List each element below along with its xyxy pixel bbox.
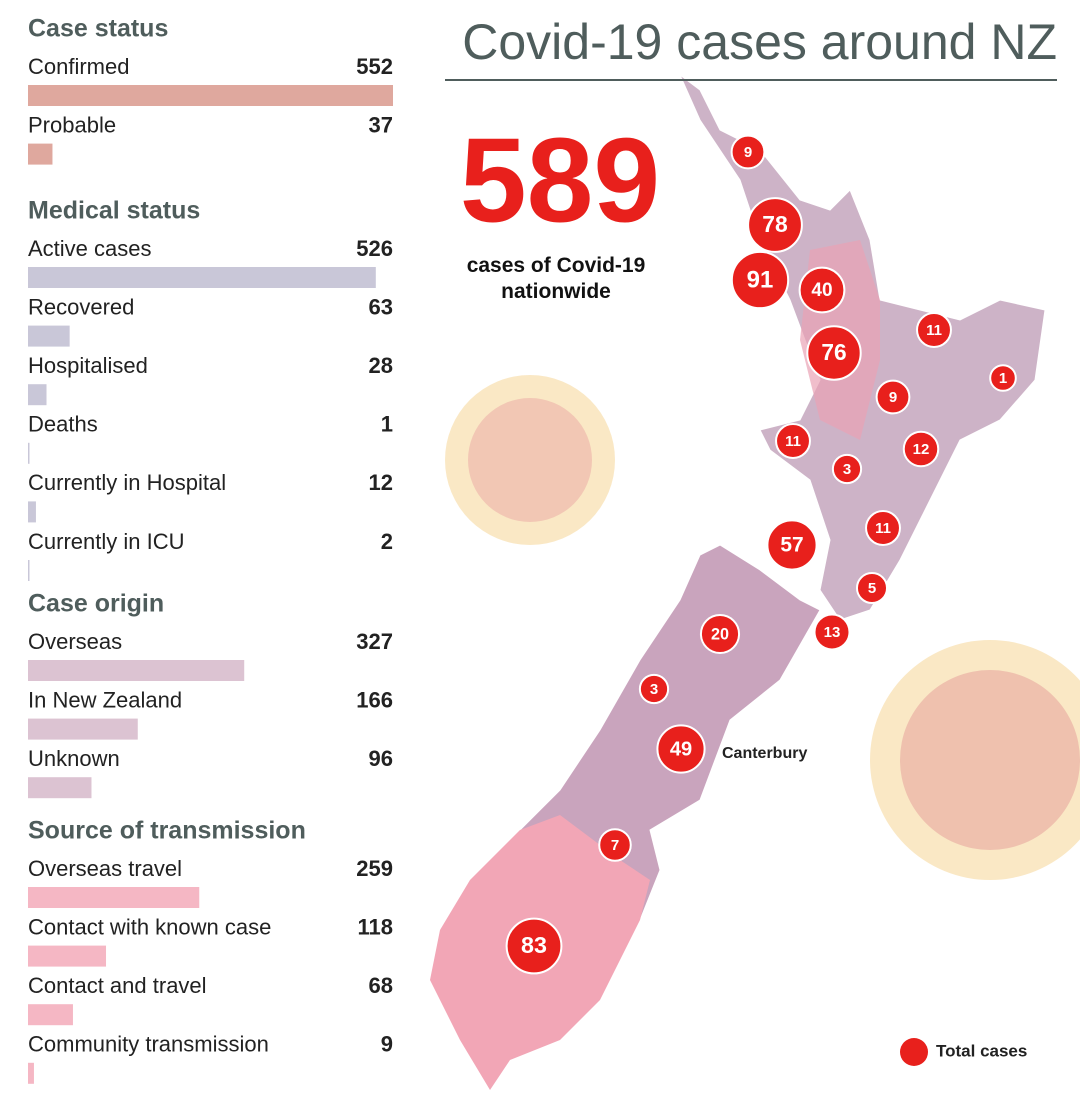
legend-swatch xyxy=(900,1038,928,1066)
row-label: Currently in Hospital xyxy=(28,470,226,495)
bubble-label: 57 xyxy=(780,534,803,557)
bubble-label: 76 xyxy=(821,339,846,365)
bar xyxy=(28,887,200,908)
bar xyxy=(28,143,53,165)
bubble-label: 11 xyxy=(926,322,942,339)
virus-decoration xyxy=(468,398,592,522)
bubble-label: 40 xyxy=(811,280,832,301)
bubble-label: 20 xyxy=(711,625,729,643)
bar xyxy=(28,442,30,464)
bubble-label: 7 xyxy=(611,837,619,854)
virus-decoration xyxy=(445,375,615,545)
row-value: 259 xyxy=(356,856,393,881)
bar xyxy=(28,384,47,406)
total-number: 589 xyxy=(460,114,660,248)
total-subtitle: cases of Covid-19 nationwide xyxy=(467,254,646,303)
case-bubble xyxy=(638,673,670,705)
case-bubble xyxy=(505,917,563,975)
case-bubble xyxy=(730,250,790,310)
row-label: Confirmed xyxy=(28,54,129,79)
row-value: 9 xyxy=(381,1032,393,1057)
bar xyxy=(28,85,393,106)
bar xyxy=(28,718,138,740)
row-value: 68 xyxy=(369,973,393,998)
case-bubble xyxy=(699,613,741,655)
bubble-label: 3 xyxy=(650,681,658,698)
row-value: 118 xyxy=(358,914,394,939)
bubble-label: 91 xyxy=(747,266,774,293)
row-value: 12 xyxy=(369,470,393,495)
case-bubble xyxy=(831,453,863,485)
case-bubble xyxy=(902,430,940,468)
row-value: 2 xyxy=(381,529,393,554)
bubble-label: 9 xyxy=(889,389,897,406)
bubble-label: 83 xyxy=(521,932,547,958)
bubble-label: 3 xyxy=(843,461,851,478)
case-bubble xyxy=(806,325,862,381)
row-value: 327 xyxy=(356,629,393,654)
case-bubble xyxy=(730,134,766,170)
row-label: Deaths xyxy=(28,412,98,437)
bar xyxy=(28,560,30,581)
bar xyxy=(28,777,92,799)
bar xyxy=(28,1004,73,1026)
bubble-label: 78 xyxy=(762,211,788,237)
case-bubble xyxy=(598,828,632,862)
bubble-label: 5 xyxy=(868,580,876,597)
bubble-label: 1 xyxy=(999,370,1007,387)
case-bubble xyxy=(916,312,952,348)
bubble-label: 9 xyxy=(744,144,752,161)
row-value: 63 xyxy=(369,294,393,319)
case-bubble xyxy=(865,510,901,546)
section-title: Medical status xyxy=(28,197,200,225)
bar xyxy=(28,1062,34,1084)
row-value: 552 xyxy=(356,54,393,79)
case-bubble xyxy=(656,724,706,774)
row-value: 1 xyxy=(381,412,393,437)
virus-decoration xyxy=(900,670,1080,850)
row-value: 28 xyxy=(369,353,393,378)
bar xyxy=(28,660,245,681)
row-value: 166 xyxy=(356,687,393,712)
row-label: Recovered xyxy=(28,294,134,319)
case-bubble xyxy=(798,266,846,314)
section-title: Source of transmission xyxy=(28,817,306,845)
case-bubble xyxy=(775,423,811,459)
row-label: Hospitalised xyxy=(28,353,148,378)
bubble-label: 13 xyxy=(824,624,841,641)
row-value: 37 xyxy=(369,112,393,137)
bar xyxy=(28,325,70,347)
bar xyxy=(28,945,107,967)
case-bubble xyxy=(875,379,911,415)
section-title: Case origin xyxy=(28,590,164,618)
row-label: In New Zealand xyxy=(28,687,182,712)
row-value: 526 xyxy=(356,236,393,261)
bar xyxy=(28,501,36,523)
row-label: Community transmission xyxy=(28,1032,269,1057)
row-label: Currently in ICU xyxy=(28,529,184,554)
case-bubble xyxy=(989,364,1017,392)
row-label: Unknown xyxy=(28,746,120,771)
case-bubble xyxy=(813,613,851,651)
bubble-label: 12 xyxy=(913,441,930,458)
bubble-label: 11 xyxy=(785,433,801,450)
row-label: Active cases xyxy=(28,236,152,261)
row-label: Contact with known case xyxy=(28,914,271,939)
row-value: 96 xyxy=(369,746,393,771)
row-label: Probable xyxy=(28,112,116,137)
row-label: Overseas xyxy=(28,629,122,654)
bar xyxy=(28,267,376,288)
bubble-label: 11 xyxy=(875,520,891,537)
legend-label: Total cases xyxy=(936,1041,1027,1060)
row-label: Contact and travel xyxy=(28,973,207,998)
section-title: Case status xyxy=(28,15,168,43)
row-label: Overseas travel xyxy=(28,856,182,881)
case-bubble xyxy=(766,519,818,571)
bubble-label: 49 xyxy=(670,738,692,760)
case-bubble xyxy=(747,197,803,253)
region-label: Canterbury xyxy=(722,745,807,762)
map-title: Covid-19 cases around NZ xyxy=(462,14,1057,70)
case-bubble xyxy=(855,571,889,605)
